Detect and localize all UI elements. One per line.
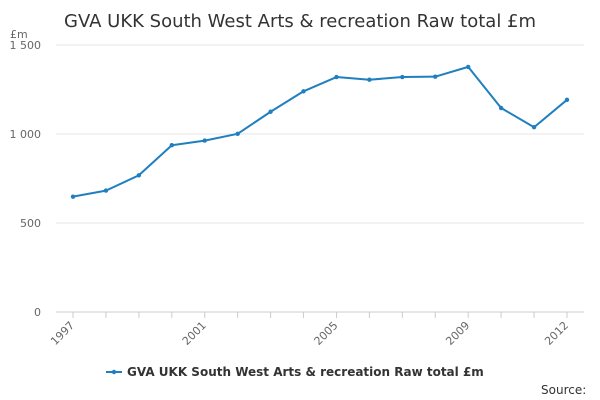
legend-label: GVA UKK South West Arts & recreation Raw… — [127, 365, 484, 379]
x-axis-ticks: 1997 2001 2005 2009 2012 — [48, 312, 571, 348]
source-label: Source: — [541, 383, 586, 397]
data-point[interactable] — [136, 173, 142, 178]
data-point[interactable] — [235, 131, 240, 137]
data-point[interactable] — [268, 109, 273, 114]
gridlines — [56, 44, 584, 313]
x-tick-label: 2012 — [542, 319, 571, 348]
data-point[interactable] — [498, 105, 504, 111]
data-point[interactable] — [400, 74, 405, 80]
legend-marker — [111, 369, 117, 375]
data-point[interactable] — [70, 194, 76, 199]
data-point[interactable] — [202, 138, 207, 143]
legend[interactable]: GVA UKK South West Arts & recreation Raw… — [106, 365, 484, 379]
y-tick-label: 1 500 — [10, 39, 42, 52]
chart-title: GVA UKK South West Arts & recreation Raw… — [64, 11, 536, 32]
x-tick-label: 1997 — [48, 319, 77, 348]
y-tick-label: 500 — [20, 217, 41, 230]
data-point[interactable] — [433, 74, 438, 79]
y-tick-label: 0 — [34, 306, 41, 319]
data-point[interactable] — [367, 77, 372, 82]
data-point[interactable] — [103, 188, 109, 193]
series-layer — [70, 64, 570, 199]
x-tick-label: 2005 — [312, 319, 341, 348]
y-axis-ticks: 0 500 1 000 1 500 — [10, 39, 42, 319]
data-point[interactable] — [301, 89, 306, 94]
series-line — [72, 65, 568, 198]
y-axis-unit: £m — [10, 28, 28, 41]
data-point[interactable] — [466, 64, 471, 70]
data-point[interactable] — [169, 143, 174, 148]
data-point[interactable] — [334, 74, 339, 80]
data-point[interactable] — [564, 97, 570, 103]
data-point[interactable] — [531, 125, 537, 130]
x-tick-label: 2009 — [443, 319, 472, 348]
x-tick-label: 2001 — [180, 319, 209, 348]
y-tick-label: 1 000 — [10, 128, 42, 141]
